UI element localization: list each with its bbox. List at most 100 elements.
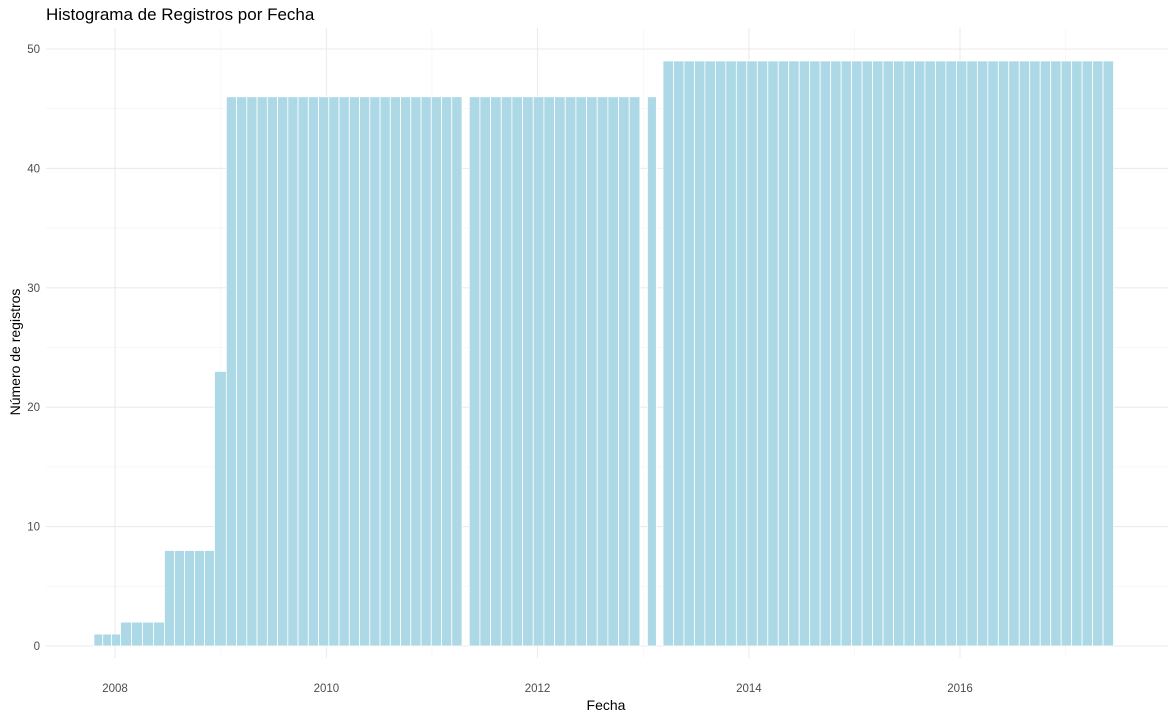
histogram-bar: [746, 60, 758, 647]
histogram-bar: [1071, 60, 1083, 647]
histogram-bar: [840, 60, 853, 647]
y-tick-labels: 0 10 20 30 40 50: [27, 44, 40, 653]
histogram-bar: [756, 60, 769, 647]
histogram-bar: [966, 60, 978, 647]
histogram-bar: [662, 60, 674, 647]
histogram-bar: [1008, 60, 1020, 647]
histogram-bar: [511, 96, 523, 647]
histogram-bar: [338, 96, 350, 647]
histogram-bar: [628, 96, 641, 647]
histogram-bar: [673, 60, 685, 647]
histogram-bar: [976, 60, 989, 647]
histogram-bar: [924, 60, 936, 647]
histogram-bar: [777, 60, 790, 647]
chart-title: Histograma de Registros por Fecha: [46, 5, 315, 24]
histogram-bar: [522, 96, 534, 647]
histogram-bar: [204, 550, 215, 647]
histogram-bar: [297, 96, 309, 647]
histogram-bar: [830, 60, 842, 647]
histogram-bar: [359, 96, 371, 647]
histogram-bar: [809, 60, 821, 647]
histogram-bar: [111, 633, 121, 647]
histogram-bar: [287, 96, 299, 647]
histogram-bar: [1029, 60, 1041, 647]
histogram-bar: [379, 96, 391, 647]
histogram-bar: [1102, 60, 1114, 647]
bars: [93, 60, 1114, 647]
y-axis-title: Número de registros: [7, 289, 23, 416]
y-tick-label: 30: [27, 283, 40, 295]
histogram-bar: [851, 60, 863, 647]
histogram-bar: [142, 621, 154, 647]
histogram-bar: [93, 633, 104, 647]
histogram-bar: [861, 60, 873, 647]
histogram-bar: [102, 633, 113, 647]
histogram-bar: [914, 60, 926, 647]
histogram-bar: [389, 96, 401, 647]
histogram-bar: [441, 96, 453, 647]
histogram-bar: [410, 96, 422, 647]
histogram-bar: [735, 60, 748, 647]
histogram-bar: [683, 60, 695, 647]
histogram-bar: [596, 96, 609, 647]
histogram-bar: [767, 60, 779, 647]
x-tick-label: 2008: [102, 683, 128, 695]
x-tick-label: 2016: [947, 683, 973, 695]
histogram-bar: [704, 60, 716, 647]
histogram-bar: [882, 60, 894, 647]
histogram-bar: [893, 60, 905, 647]
histogram-bar: [131, 621, 143, 647]
histogram-bar: [872, 60, 884, 647]
histogram-bar: [236, 96, 248, 647]
histogram-bar: [277, 96, 289, 647]
histogram-bar: [618, 96, 630, 647]
histogram-bar: [819, 60, 832, 647]
histogram-bar: [174, 550, 185, 647]
y-tick-label: 40: [27, 163, 40, 175]
histogram-bar: [164, 550, 175, 647]
histogram-bar: [798, 60, 811, 647]
histogram-bar: [955, 60, 968, 647]
histogram-bar: [714, 60, 727, 647]
histogram-bar: [500, 96, 513, 647]
y-tick-label: 50: [27, 44, 40, 56]
x-tick-labels: 2008 2010 2012 2014 2016: [102, 683, 973, 695]
histogram-bar: [430, 96, 442, 647]
histogram-bar: [420, 96, 432, 647]
histogram-bar: [225, 96, 237, 647]
histogram-bar: [1081, 60, 1094, 647]
y-tick-label: 20: [27, 402, 40, 414]
x-tick-label: 2010: [314, 683, 340, 695]
histogram-bar: [246, 96, 258, 647]
histogram-bar: [532, 96, 545, 647]
histogram-bar: [451, 96, 463, 647]
histogram-bar: [400, 96, 412, 647]
histogram-bar: [318, 96, 330, 647]
histogram-bar: [694, 60, 706, 647]
histogram-bar: [543, 96, 555, 647]
histogram-bar: [369, 96, 381, 647]
histogram-bar: [490, 96, 502, 647]
histogram-bar: [184, 550, 195, 647]
histogram-bar: [575, 96, 587, 647]
histogram-bar: [120, 621, 132, 647]
histogram-bar: [266, 96, 278, 647]
histogram-bar: [307, 96, 319, 647]
histogram-bar: [997, 60, 1010, 647]
y-tick-label: 10: [27, 522, 40, 534]
histogram-bar: [256, 96, 268, 647]
histogram-bar: [646, 96, 657, 647]
histogram-bar: [586, 96, 598, 647]
histogram-bar: [788, 60, 800, 647]
histogram-bar: [607, 96, 619, 647]
histogram-bar: [564, 96, 577, 647]
histogram-bar: [1039, 60, 1052, 647]
histogram-bar: [945, 60, 957, 647]
histogram-bar: [1060, 60, 1073, 647]
x-tick-label: 2014: [736, 683, 762, 695]
histogram-bar: [725, 60, 737, 647]
histogram-bar: [153, 621, 165, 647]
histogram-bar: [903, 60, 915, 647]
histogram-bar: [935, 60, 947, 647]
histogram-bar: [479, 96, 491, 647]
